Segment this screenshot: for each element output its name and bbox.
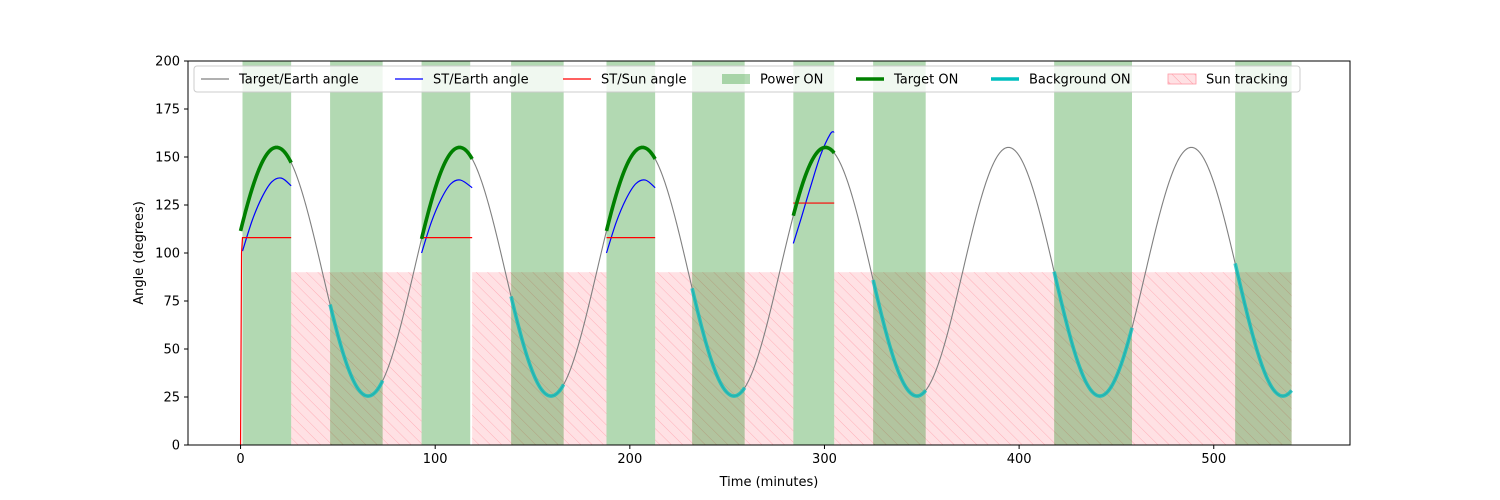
power-on-span [242,61,292,445]
y-tick-label: 100 [155,247,180,262]
y-tick-label: 125 [155,199,180,214]
background-on-segment [509,296,566,398]
sun-tracking-hatch [291,272,422,445]
legend-handle [722,74,750,84]
st-earth-angle-line [241,177,292,252]
legend-label: Target ON [893,73,958,88]
y-tick-label: 150 [155,151,180,166]
legend-label: Sun tracking [1206,73,1288,88]
y-tick-label: 50 [163,343,180,358]
legend-label: ST/Sun angle [601,73,687,88]
st-earth-angle-line [420,179,473,254]
legend-label: Background ON [1029,73,1131,88]
background-on-segment [328,304,385,398]
y-tick-label: 25 [163,391,180,406]
y-tick-label: 175 [155,103,180,118]
x-tick-label: 100 [423,452,448,467]
power-on-span [1054,61,1133,445]
legend-label: Power ON [760,73,823,88]
legend-label: Target/Earth angle [238,73,359,88]
power-on-span [330,61,383,445]
target-on-segment [419,145,474,240]
plot-area [238,61,1293,445]
x-axis-label: Time (minutes) [719,475,819,490]
legend-handle-hatch [1168,74,1196,84]
y-tick-label: 200 [155,55,180,70]
power-on-span [606,61,656,445]
st-sun-angle-line [239,237,292,445]
power-on-span [421,61,471,445]
y-axis: 0 25 50 75 100 125 150 175 200 [155,55,188,454]
x-axis: 0 100 200 300 400 500 [236,445,1226,467]
y-tick-label: 0 [172,439,180,454]
x-tick-label: 200 [617,452,642,467]
st-earth-angle-line [792,131,835,244]
power-on-span [511,61,564,445]
x-tick-label: 400 [1007,452,1032,467]
legend-box [193,65,1301,93]
power-on-span [793,61,835,445]
background-on-segment [1052,271,1134,398]
x-tick-label: 500 [1201,452,1226,467]
y-axis-label: Angle (degrees) [132,201,147,305]
sun-tracking-hatch [472,272,607,445]
power-on-span [692,61,745,445]
background-on-segment [1233,263,1293,398]
y-tick-label: 75 [163,295,180,310]
background-on-segment [690,287,747,398]
background-on-segment [871,279,928,398]
target-on-segment [604,145,657,232]
target-on-segment [791,145,836,217]
legend-label: ST/Earth angle [433,73,529,88]
x-tick-label: 0 [236,452,244,467]
st-earth-angle-line [605,179,656,254]
legend: Target/Earth angle ST/Earth angle ST/Sun a… [193,65,1301,93]
target-on-segment [238,145,293,232]
power-on-span [873,61,926,445]
x-tick-label: 300 [812,452,837,467]
sun-tracking-hatch [655,272,794,445]
power-on-span [1235,61,1292,445]
